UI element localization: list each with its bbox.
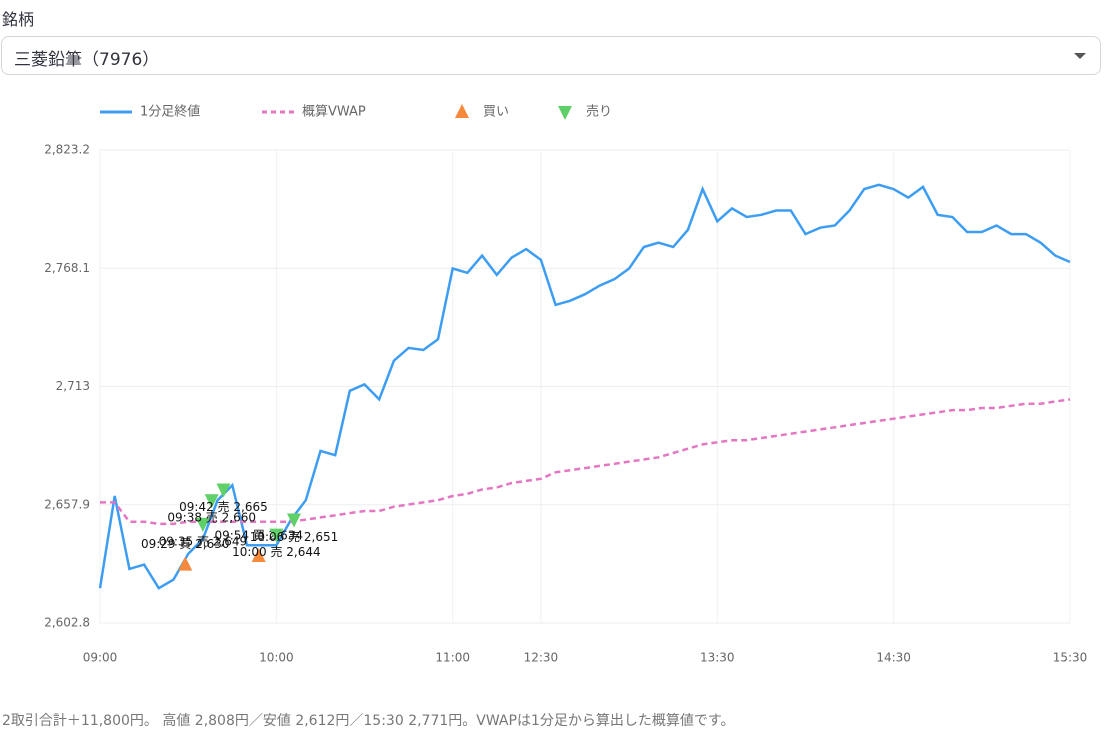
legend-label: 1分足終値 [140,104,200,120]
trade-marker [216,483,231,498]
x-tick-label: 11:00 [435,651,470,665]
trade-label: 09:42 売 2,665 [179,499,268,514]
field-label: 銘柄 [2,10,35,29]
y-tick-label: 2,823.2 [44,143,90,157]
y-tick-label: 2,602.8 [44,616,90,630]
series-line [98,183,1071,590]
select-value: 三菱鉛筆（7976） [14,50,160,70]
trade-label: 09:35 売 2,649 [159,533,248,548]
trade-marker [204,494,219,509]
caret-icon [1074,53,1086,59]
legend-label: 売り [586,104,612,120]
trade-label: 10:00 売 2,644 [232,544,321,559]
legend-symbol [455,104,469,118]
trade-label: 09:29 買 2,630 [141,537,230,551]
y-tick-label: 2,657.9 [44,497,90,511]
x-tick-label: 10:00 [259,651,294,665]
trade-marker [195,517,210,532]
trade-marker [251,548,266,563]
legend-symbol [558,106,572,120]
legend-label: 概算VWAP [302,105,366,120]
x-tick-label: 14:30 [876,651,911,665]
trade-marker [287,513,301,528]
y-tick-label: 2,768.1 [44,261,90,275]
x-tick-label: 09:00 [83,651,118,665]
series-line [100,398,1071,526]
trade-marker [269,528,284,543]
chart: 2,602.8 2,657.9 2,713 2,768.1 2,823.2 09:00 10… [44,104,1088,665]
caption: 2取引合計＋11,800円。 高値 2,808円／安値 2,612円／15:30… [2,713,735,729]
trade-marker [178,556,193,571]
x-tick-label: 13:30 [700,651,735,665]
x-tick-label: 15:30 [1053,651,1088,665]
y-tick-label: 2,713 [56,379,90,393]
stock-select[interactable]: 三菱鉛筆（7976） [1,36,1101,75]
legend-label: 買い [483,105,509,120]
x-tick-label: 12:30 [524,651,559,665]
trade-label: 09:38 売 2,660 [167,510,256,525]
trade-label: 10:06 売 2,651 [250,529,339,544]
